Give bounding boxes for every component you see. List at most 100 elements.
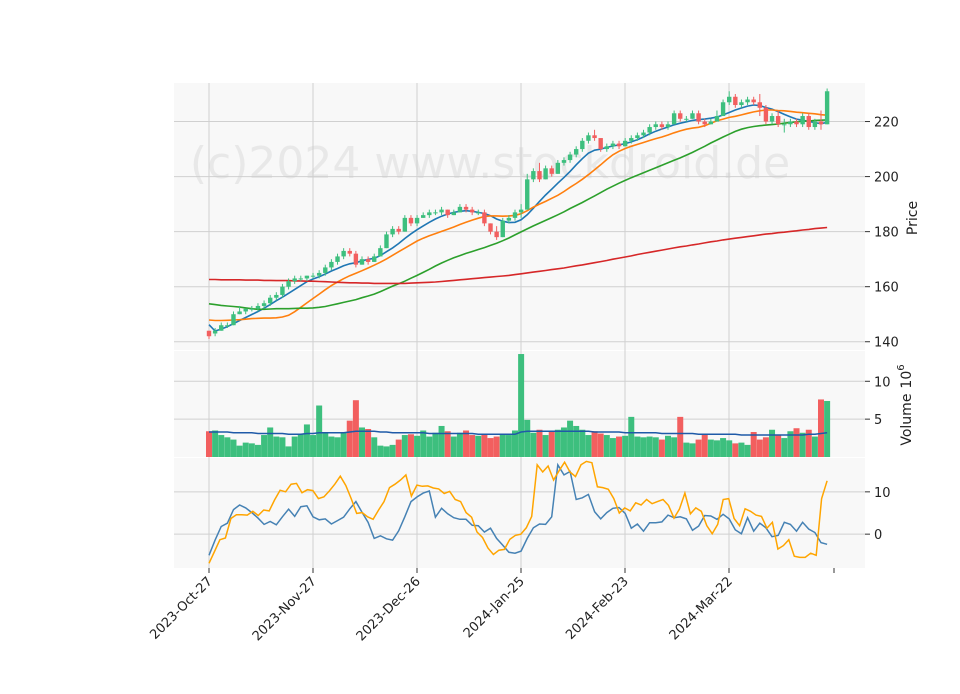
candle-body: [433, 212, 438, 214]
candle-body: [794, 121, 799, 125]
volume-bar: [683, 442, 690, 457]
candle-body: [531, 171, 536, 180]
volume-bar: [505, 435, 512, 457]
candle-body: [653, 124, 658, 128]
candle-body: [457, 206, 463, 213]
candle-body: [268, 297, 273, 304]
volume-bar: [720, 438, 727, 457]
candle-body: [696, 113, 701, 122]
candle-body: [598, 138, 603, 150]
candle-body: [304, 275, 310, 279]
volume-bar: [359, 427, 365, 457]
volume-bar: [756, 439, 763, 457]
candle-body: [647, 127, 652, 133]
volume-bar: [713, 440, 720, 457]
candle-body: [714, 116, 720, 122]
candle-body: [390, 228, 395, 235]
candle-body: [549, 168, 554, 174]
volume-bar: [273, 436, 280, 457]
volume-bar: [548, 431, 555, 457]
volume-bar: [450, 436, 457, 457]
volume-bar: [242, 442, 249, 457]
candle-body: [745, 99, 750, 103]
volume-bar: [303, 424, 310, 457]
volume-bar: [738, 442, 745, 457]
candle-body: [824, 91, 830, 125]
volume-bar: [793, 428, 800, 457]
candle-body: [243, 308, 248, 312]
volume-bar: [322, 432, 329, 457]
volume-bar: [726, 440, 733, 457]
candle-body: [518, 209, 524, 213]
candle-body: [372, 256, 377, 262]
volume-bar: [695, 439, 702, 457]
candle-body: [316, 272, 322, 276]
x-tick-label: 2023-Dec-26: [354, 574, 424, 644]
candle-body: [476, 212, 481, 214]
volume-bar: [365, 428, 372, 457]
candle-body: [451, 212, 456, 216]
candle-body: [555, 162, 561, 174]
volume-bar: [762, 437, 769, 457]
candle-body: [567, 154, 573, 161]
volume-bar: [769, 429, 776, 457]
candle-body: [782, 124, 787, 126]
volume-bar: [554, 429, 561, 457]
candle-body: [525, 179, 530, 210]
candle-body: [671, 113, 677, 125]
candle-body: [727, 96, 732, 103]
volume-bar: [230, 439, 237, 457]
candle-body: [255, 305, 261, 309]
volume-bar: [597, 433, 604, 457]
candle-body: [219, 325, 224, 331]
candle-body: [708, 121, 714, 125]
candle-body: [720, 102, 726, 117]
volume-tick-label: 10: [874, 375, 891, 390]
candle-body: [384, 234, 389, 249]
volume-bar: [254, 444, 261, 457]
volume-bar: [671, 437, 678, 457]
volume-bar: [407, 434, 414, 457]
candle-body: [421, 215, 426, 218]
volume-bar: [805, 429, 812, 457]
volume-bar: [212, 430, 219, 457]
volume-bar: [665, 435, 671, 457]
candle-body: [500, 220, 505, 238]
volume-bar: [616, 436, 623, 457]
candle-body: [788, 121, 793, 125]
candle-body: [506, 217, 512, 221]
volume-bar: [524, 419, 531, 457]
candle-body: [561, 160, 567, 163]
candle-body: [806, 116, 811, 128]
candle-body: [702, 121, 707, 125]
price-tick-label: 200: [874, 171, 899, 186]
candle-body: [574, 149, 579, 155]
moving-average-line: [209, 226, 828, 285]
candle-body: [402, 217, 408, 232]
volume-bar: [444, 431, 451, 457]
candle-body: [206, 330, 212, 337]
volume-bar: [646, 436, 653, 457]
candle-body: [678, 113, 683, 119]
volume-bar: [395, 439, 402, 457]
volume-bar: [432, 432, 439, 457]
candle-body: [512, 212, 518, 218]
candle-body: [378, 248, 383, 257]
volume-bar: [811, 436, 818, 457]
candle-body: [629, 138, 634, 141]
volume-bar: [591, 431, 598, 457]
volume-bar: [781, 438, 788, 457]
candle-body: [592, 135, 597, 139]
candle-body: [757, 102, 762, 108]
price-tick-label: 180: [874, 226, 899, 241]
candle-body: [280, 286, 285, 295]
volume-bar: [401, 435, 408, 457]
volume-bar: [628, 416, 635, 457]
volume-axis-label: Volume106: [896, 364, 915, 445]
candle-body: [427, 212, 432, 216]
volume-bar: [542, 435, 549, 457]
candle-body: [292, 278, 297, 282]
candle-body: [225, 325, 230, 327]
candle-body: [298, 278, 303, 280]
volume-bar: [383, 446, 390, 457]
